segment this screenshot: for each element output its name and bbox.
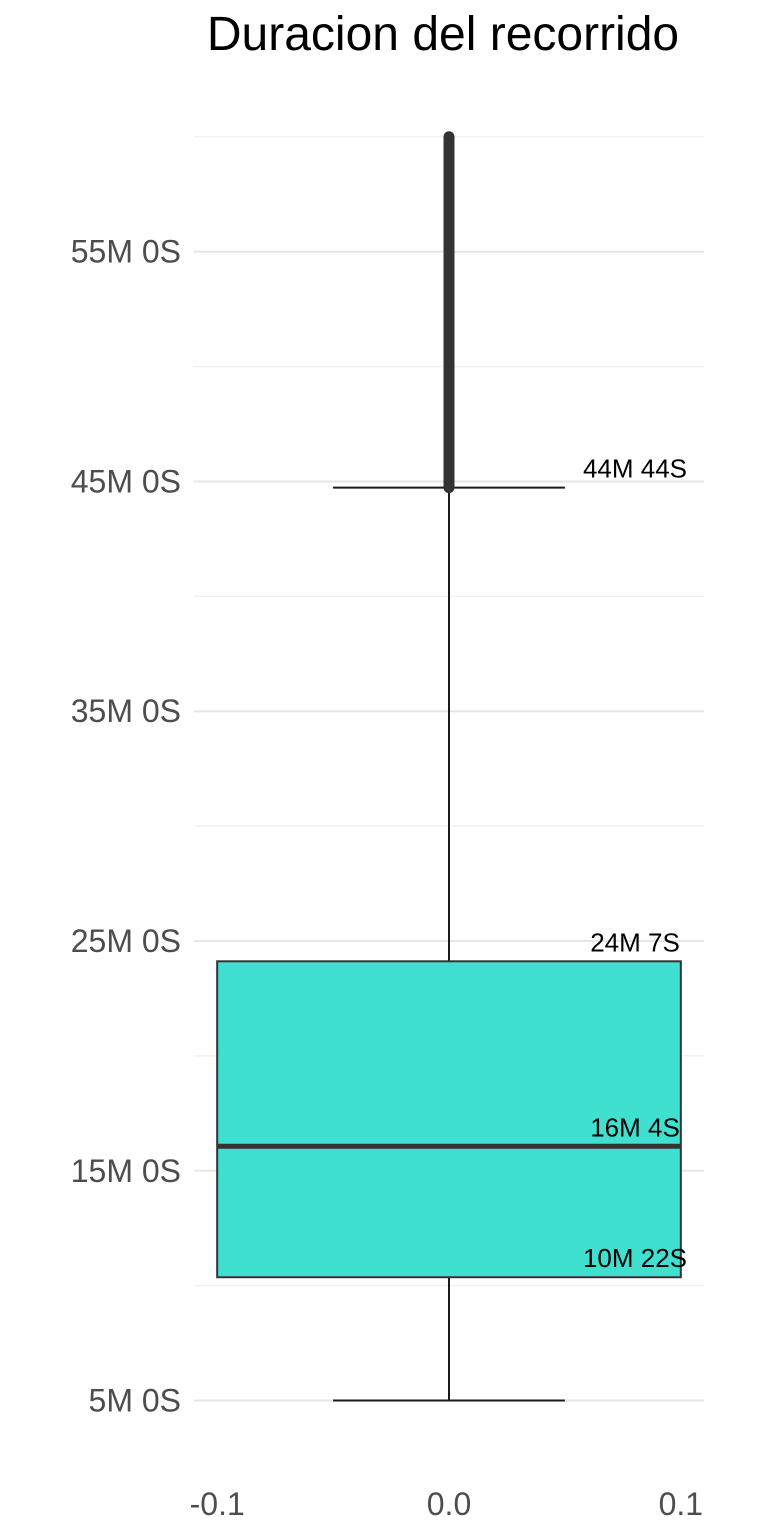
value-annotation: 16M 4S bbox=[590, 1112, 680, 1142]
y-tick-label: 5M 0S bbox=[89, 1383, 181, 1419]
x-tick-label: 0.0 bbox=[427, 1486, 471, 1522]
value-annotation: 44M 44S bbox=[583, 454, 687, 484]
x-tick-label: -0.1 bbox=[190, 1486, 245, 1522]
y-axis-tick-labels: 5M 0S 15M 0S 25M 0S 35M 0S 45M 0S 55M 0S bbox=[71, 234, 181, 1419]
value-annotation: 24M 7S bbox=[590, 927, 680, 957]
x-tick-label: 0.1 bbox=[659, 1486, 703, 1522]
y-tick-label: 55M 0S bbox=[71, 234, 181, 270]
chart-title: Duracion del recorrido bbox=[207, 8, 679, 61]
value-annotations: 44M 44S 24M 7S 16M 4S 10M 22S bbox=[583, 454, 687, 1274]
y-tick-label: 15M 0S bbox=[71, 1153, 181, 1189]
y-tick-label: 25M 0S bbox=[71, 923, 181, 959]
box-plot bbox=[216, 131, 682, 1402]
value-annotation: 10M 22S bbox=[583, 1243, 687, 1273]
y-tick-label: 45M 0S bbox=[71, 463, 181, 499]
x-axis-tick-labels: -0.1 0.0 0.1 bbox=[190, 1486, 703, 1522]
y-tick-label: 35M 0S bbox=[71, 693, 181, 729]
iqr-box bbox=[216, 960, 682, 1279]
